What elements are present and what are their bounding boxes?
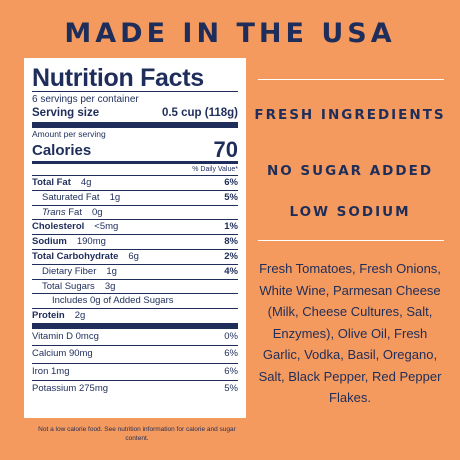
nutrition-facts-label: Nutrition Facts 6 servings per container… bbox=[24, 58, 246, 418]
added-sugars-row: Includes 0g of Added Sugars bbox=[32, 294, 238, 310]
page-title: MADE IN THE USA bbox=[64, 18, 396, 49]
calories-label: Calories bbox=[32, 142, 92, 159]
ingredients-list: Fresh Tomatoes, Fresh Onions, White Wine… bbox=[258, 261, 442, 405]
total-fat-row: Total Fat 4g 6% bbox=[32, 176, 238, 191]
divider-top bbox=[258, 79, 444, 80]
claim-low-sodium: LOW SODIUM bbox=[289, 204, 411, 220]
serving-size-value: 0.5 cup (118g) bbox=[161, 107, 238, 119]
label-footnote: Not a low calorie food. See nutrition in… bbox=[38, 426, 236, 442]
serving-size-row: Serving size 0.5 cup (118g) bbox=[32, 106, 238, 122]
iron-row: Iron 1mg 6% bbox=[32, 364, 238, 382]
serving-size-label: Serving size bbox=[32, 107, 100, 119]
divider-bottom bbox=[258, 240, 444, 241]
claim-fresh-ingredients: FRESH INGREDIENTS bbox=[254, 107, 446, 123]
calcium-row: Calcium 90mg 6% bbox=[32, 346, 238, 364]
cholesterol-row: Cholesterol <5mg 1% bbox=[32, 220, 238, 236]
daily-value-header: % Daily Value* bbox=[192, 166, 238, 173]
dietary-fiber-row: Dietary Fiber 1g 4% bbox=[32, 265, 238, 280]
calories-row: Calories 70 bbox=[32, 139, 238, 161]
total-carbohydrate-row: Total Carbohydrate 6g 2% bbox=[32, 250, 238, 265]
saturated-fat-row: Saturated Fat 1g 5% bbox=[32, 191, 238, 206]
calories-value: 70 bbox=[213, 137, 238, 162]
nutrition-facts-title: Nutrition Facts bbox=[32, 64, 204, 92]
trans-fat-row: Trans Fat 0g bbox=[32, 206, 238, 221]
servings-per-container: 6 servings per container bbox=[32, 94, 139, 105]
amount-per-serving: Amount per serving bbox=[32, 129, 106, 139]
total-sugars-row: Total Sugars 3g bbox=[32, 280, 238, 295]
potassium-row: Potassium 275mg 5% bbox=[32, 383, 238, 395]
protein-row: Protein 2g bbox=[32, 310, 86, 322]
claim-no-sugar-added: NO SUGAR ADDED bbox=[266, 163, 434, 179]
sodium-row: Sodium 190mg 8% bbox=[32, 235, 238, 250]
vitamin-d-row: Vitamin D 0mcg 0% bbox=[32, 329, 238, 347]
